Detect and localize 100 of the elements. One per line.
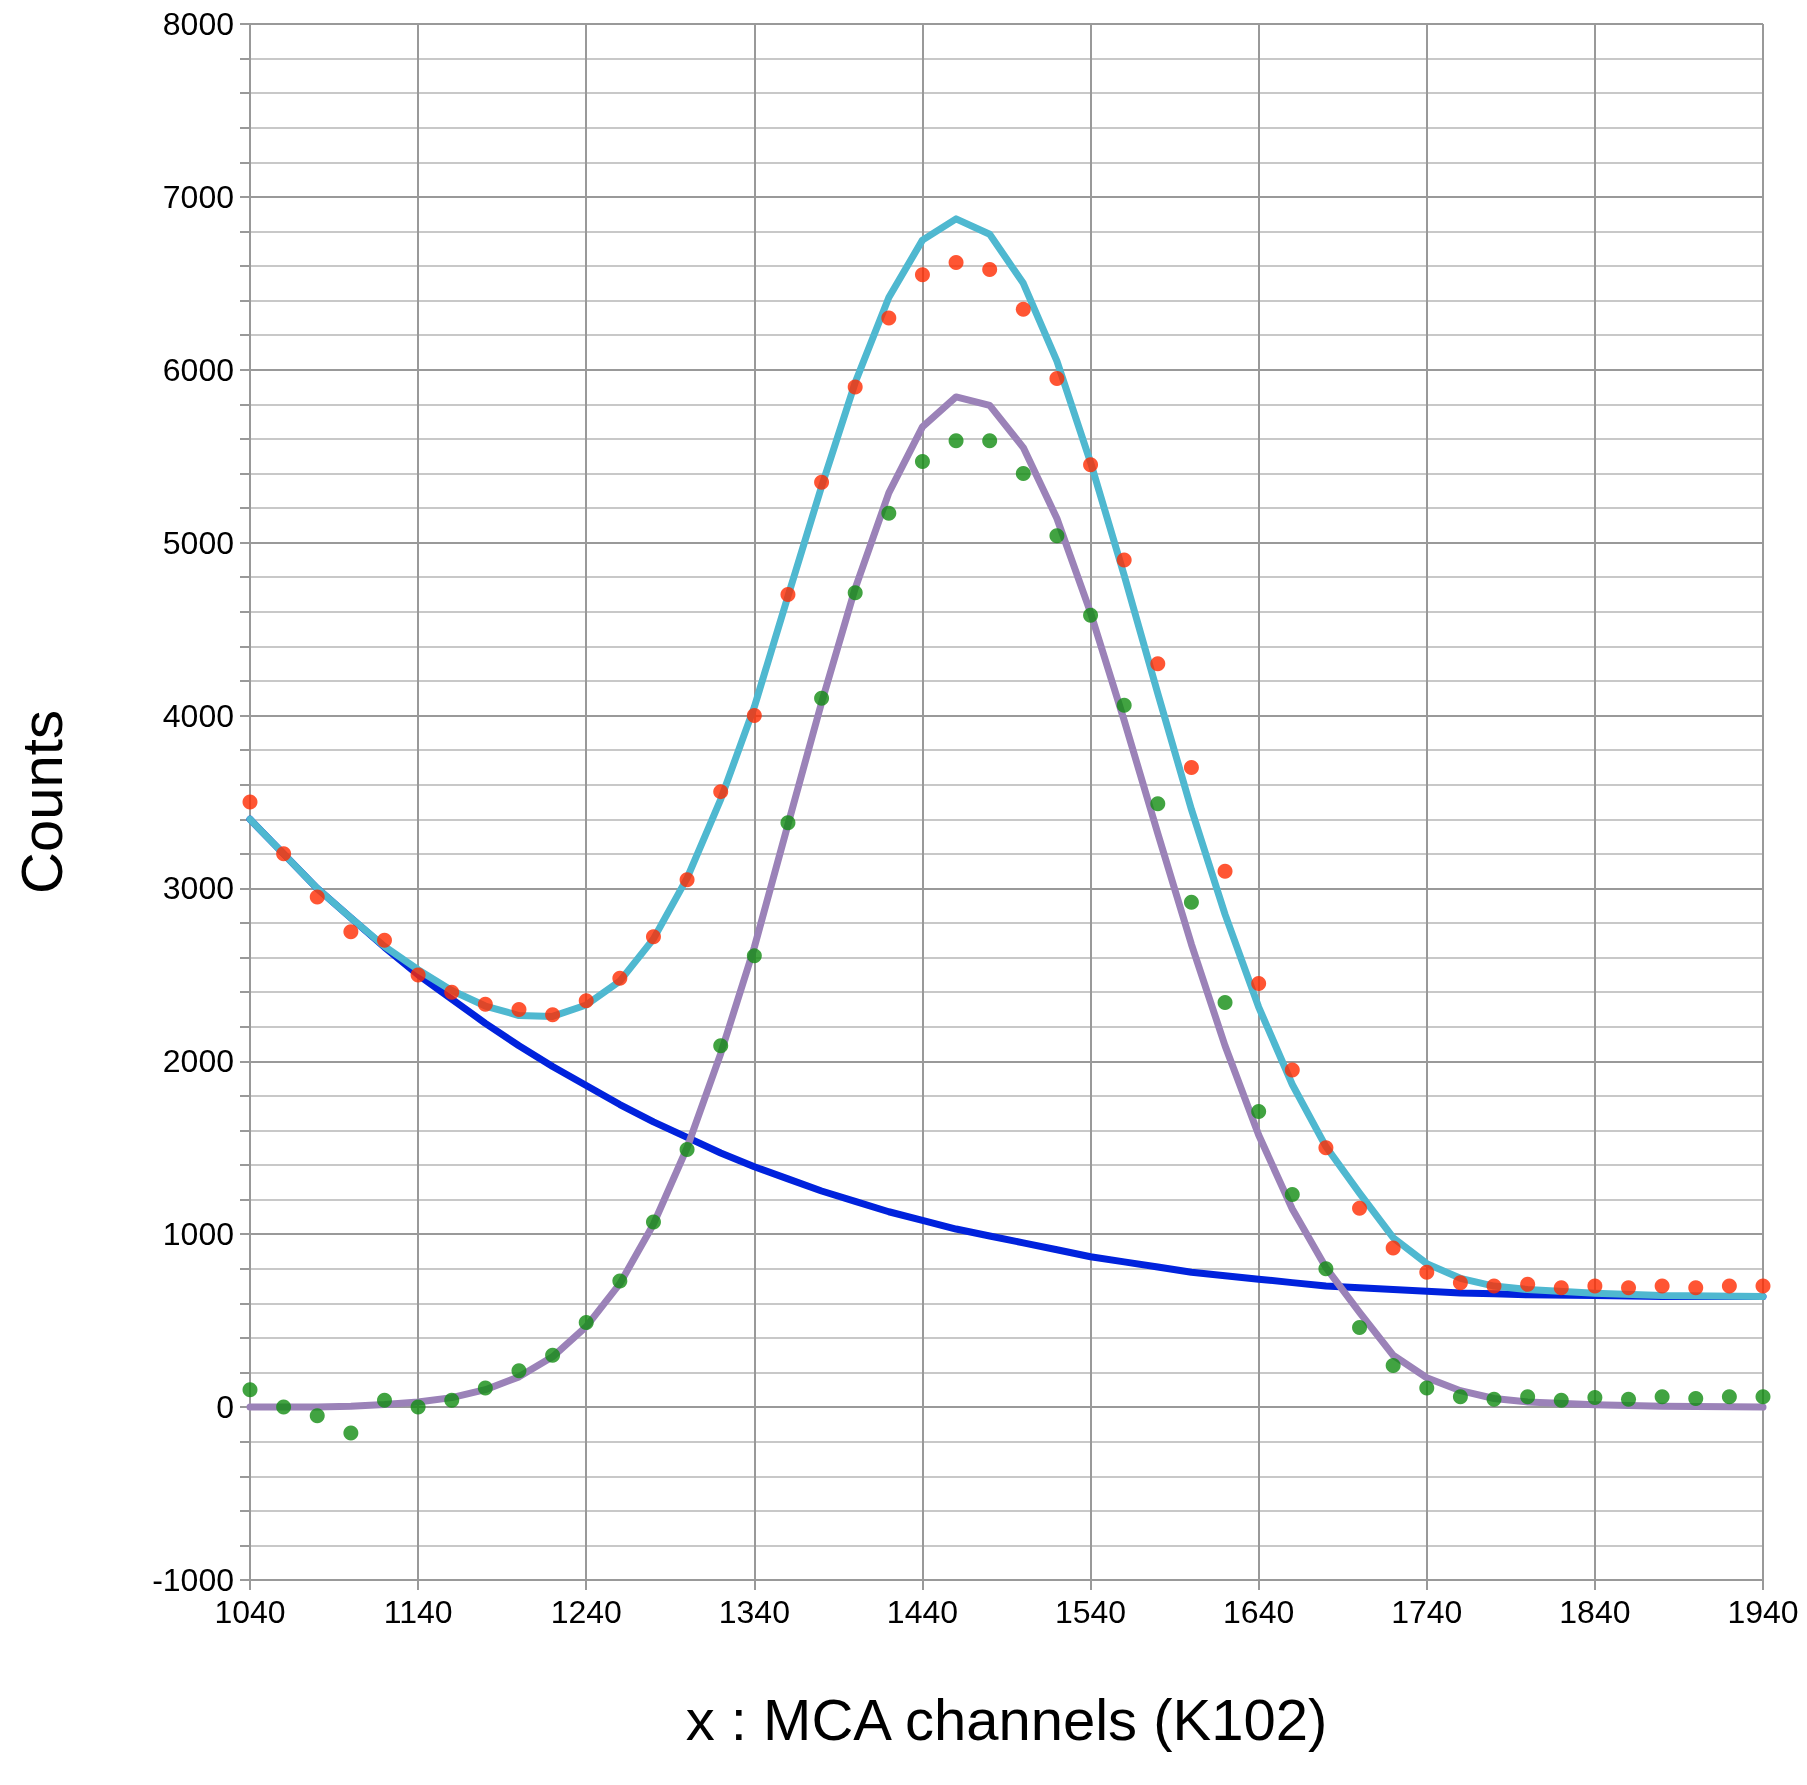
- point: [276, 1399, 292, 1415]
- point: [1352, 1320, 1368, 1336]
- point: [1553, 1392, 1569, 1408]
- point: [1486, 1278, 1502, 1294]
- point: [1284, 1186, 1300, 1202]
- point: [814, 474, 830, 490]
- y-tick-label: 1000: [162, 1216, 234, 1253]
- point: [645, 1214, 661, 1230]
- point: [377, 1392, 392, 1408]
- point: [847, 585, 863, 601]
- point: [780, 815, 796, 831]
- point: [410, 967, 426, 983]
- point: [914, 453, 930, 469]
- x-tick-label: 1440: [886, 1594, 959, 1630]
- x-tick-label: 1840: [1559, 1594, 1631, 1630]
- point: [1721, 1389, 1737, 1405]
- point: [1755, 1278, 1771, 1294]
- point: [1150, 796, 1166, 812]
- point: [1587, 1278, 1603, 1294]
- point: [1049, 370, 1065, 386]
- point: [1049, 528, 1065, 544]
- point: [1183, 759, 1199, 775]
- point: [881, 310, 897, 326]
- point: [1318, 1261, 1334, 1277]
- point: [1385, 1240, 1401, 1256]
- point: [343, 1425, 359, 1441]
- x-axis-title: x : MCA channels (K102): [685, 1686, 1328, 1752]
- x-tick-label: 1340: [718, 1594, 790, 1630]
- point: [545, 1007, 561, 1023]
- point: [242, 1382, 258, 1398]
- point: [914, 267, 930, 283]
- point: [578, 1314, 594, 1330]
- point: [1116, 552, 1132, 568]
- point: [982, 433, 998, 449]
- point: [343, 924, 359, 940]
- point: [982, 262, 998, 277]
- point: [1654, 1278, 1670, 1294]
- point: [1688, 1280, 1704, 1296]
- y-tick-label: 2000: [162, 1043, 234, 1080]
- point: [1688, 1390, 1704, 1406]
- point: [1452, 1275, 1468, 1291]
- point: [746, 948, 762, 964]
- y-tick-label: 8000: [162, 6, 234, 42]
- point: [377, 932, 392, 948]
- point: [511, 1001, 527, 1017]
- point: [578, 993, 594, 1009]
- x-tick-label: 1740: [1391, 1594, 1463, 1630]
- point: [679, 1142, 695, 1157]
- x-tick-label: 1540: [1054, 1594, 1127, 1630]
- point: [814, 690, 830, 706]
- x-tick-label: 1240: [550, 1594, 622, 1630]
- point: [1015, 301, 1031, 317]
- y-tick-label: 4000: [162, 697, 234, 734]
- point: [1318, 1140, 1334, 1156]
- point: [679, 872, 695, 888]
- point: [511, 1363, 527, 1379]
- point: [948, 433, 964, 449]
- point: [309, 1408, 325, 1424]
- point: [713, 784, 729, 800]
- point: [1621, 1280, 1637, 1296]
- point: [477, 1380, 493, 1396]
- point: [1419, 1264, 1435, 1280]
- x-tick-label: 1640: [1223, 1594, 1295, 1630]
- point: [1083, 607, 1099, 623]
- point: [1520, 1276, 1536, 1292]
- x-tick-label: 1140: [383, 1594, 453, 1630]
- y-axis-title: Counts: [8, 710, 74, 894]
- point: [1452, 1389, 1468, 1405]
- point: [1553, 1280, 1569, 1296]
- point: [1251, 976, 1267, 992]
- point: [1486, 1391, 1502, 1407]
- point: [242, 794, 258, 810]
- y-tick-label: 0: [216, 1389, 234, 1426]
- point: [1654, 1389, 1670, 1405]
- point: [780, 587, 796, 603]
- x-tick-label: 1940: [1727, 1594, 1799, 1630]
- y-tick-label: 3000: [162, 870, 234, 907]
- point: [1352, 1200, 1368, 1216]
- point: [713, 1038, 729, 1054]
- point: [612, 970, 628, 986]
- point: [948, 255, 964, 271]
- point: [645, 929, 661, 945]
- point: [444, 1392, 460, 1408]
- point: [1183, 894, 1199, 910]
- point: [1150, 656, 1166, 672]
- point: [1721, 1278, 1737, 1294]
- point: [1217, 995, 1233, 1011]
- point: [1755, 1389, 1771, 1405]
- point: [1419, 1380, 1435, 1396]
- point: [1217, 863, 1233, 879]
- point: [1083, 457, 1099, 473]
- point: [1116, 697, 1132, 713]
- y-tick-label: 6000: [162, 351, 234, 388]
- point: [444, 984, 460, 1000]
- point: [1621, 1391, 1637, 1407]
- point: [477, 996, 493, 1012]
- point: [1385, 1358, 1401, 1374]
- point: [276, 846, 292, 862]
- y-tick-label: 7000: [162, 178, 234, 215]
- y-tick-label: 5000: [162, 524, 234, 561]
